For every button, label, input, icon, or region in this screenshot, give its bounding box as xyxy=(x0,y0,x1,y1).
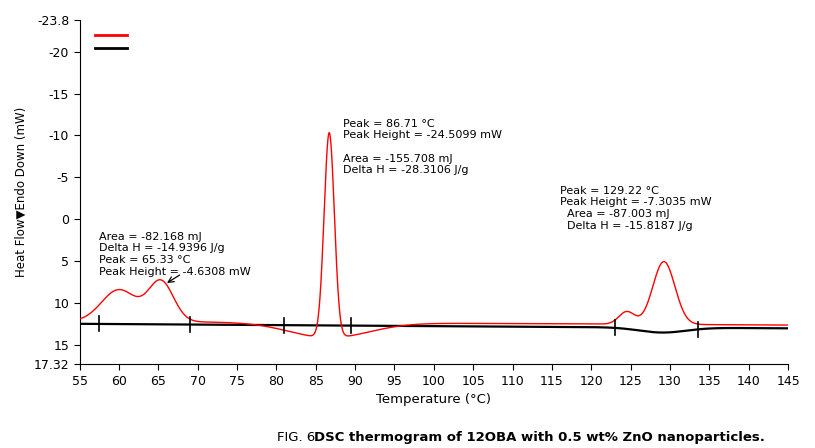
Text: FIG. 6.: FIG. 6. xyxy=(277,431,324,444)
Text: Peak = 129.22 °C
Peak Height = -7.3035 mW
  Area = -87.003 mJ
  Delta H = -15.81: Peak = 129.22 °C Peak Height = -7.3035 m… xyxy=(560,186,711,231)
Text: Area = -82.168 mJ
Delta H = -14.9396 J/g
Peak = 65.33 °C
Peak Height = -4.6308 m: Area = -82.168 mJ Delta H = -14.9396 J/g… xyxy=(99,232,251,276)
Text: DSC thermogram of 12OBA with 0.5 wt% ZnO nanoparticles.: DSC thermogram of 12OBA with 0.5 wt% ZnO… xyxy=(314,431,764,444)
Y-axis label: Heat Flow▼Endo Down (mW): Heat Flow▼Endo Down (mW) xyxy=(15,107,28,277)
X-axis label: Temperature (°C): Temperature (°C) xyxy=(377,393,491,406)
Text: Peak = 86.71 °C
Peak Height = -24.5099 mW

Area = -155.708 mJ
Delta H = -28.3106: Peak = 86.71 °C Peak Height = -24.5099 m… xyxy=(343,119,502,175)
